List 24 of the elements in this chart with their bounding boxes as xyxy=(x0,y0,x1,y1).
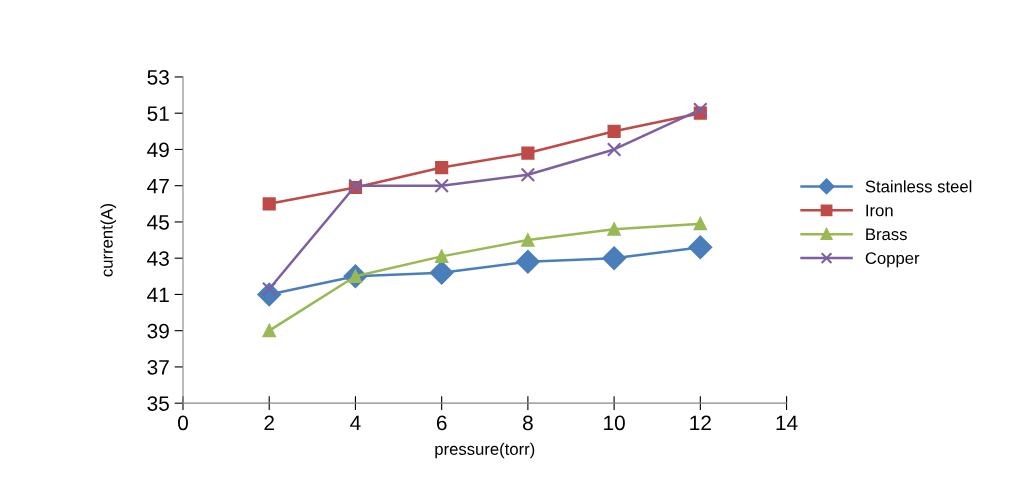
x-tick-label: 2 xyxy=(264,415,274,431)
legend-label: Iron xyxy=(866,204,893,217)
y-tick-label: 37 xyxy=(147,359,169,375)
x-axis-title: pressure(torr) xyxy=(435,442,535,459)
y-tick-label: 41 xyxy=(147,287,169,302)
y-axis-title: current(A) xyxy=(100,204,117,277)
x-tick-label: 14 xyxy=(776,415,798,431)
x-tick-label: 4 xyxy=(350,415,361,431)
legend-label: Stainless steel xyxy=(865,180,972,193)
x-tick-label: 10 xyxy=(604,415,625,431)
x-tick-label: 12 xyxy=(690,415,711,431)
legend-label: Brass xyxy=(866,228,907,241)
y-tick-label: 49 xyxy=(147,142,169,158)
y-tick-label: 35 xyxy=(147,396,169,411)
legend-label: Copper xyxy=(865,252,920,268)
y-tick-label: 43 xyxy=(147,251,169,266)
y-tick-label: 45 xyxy=(147,215,169,230)
y-tick-label: 51 xyxy=(147,106,169,121)
y-tick-label: 53 xyxy=(147,69,169,85)
x-tick-label: 0 xyxy=(178,415,188,431)
y-tick-label: 39 xyxy=(147,323,169,339)
y-tick-label: 47 xyxy=(147,178,169,194)
x-tick-label: 8 xyxy=(523,415,533,431)
x-tick-label: 6 xyxy=(436,415,447,431)
